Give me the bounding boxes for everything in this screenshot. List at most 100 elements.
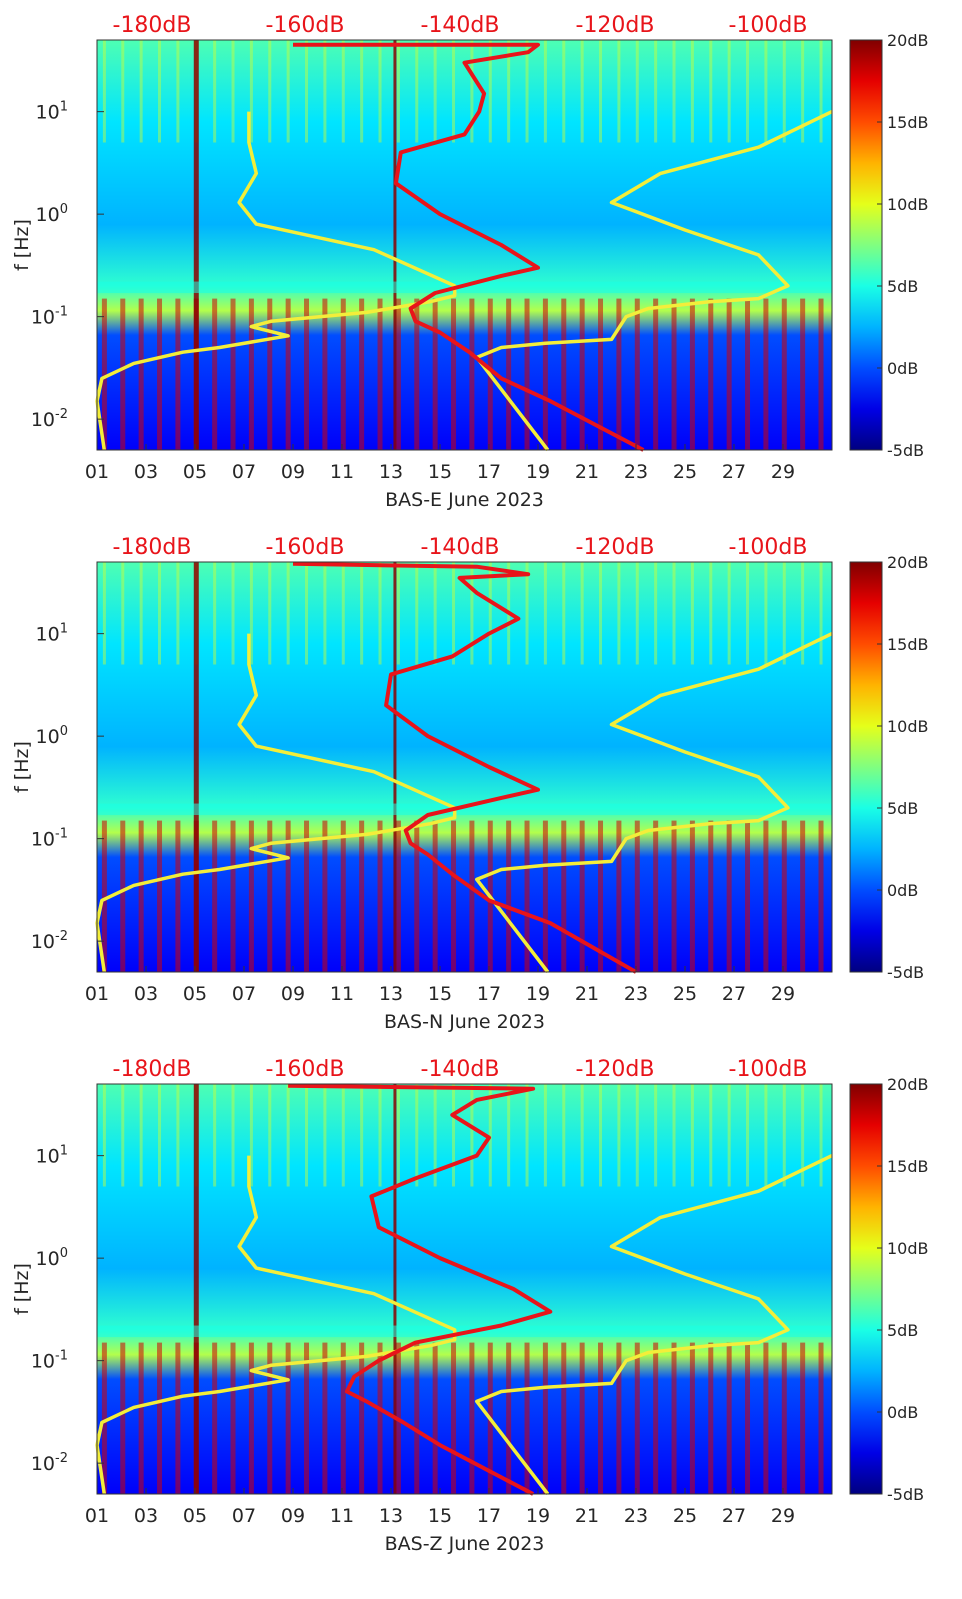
x-tick-label: 11 bbox=[330, 983, 354, 1005]
x-tick-label: 13 bbox=[379, 1505, 403, 1527]
y-axis-label: f [Hz] bbox=[11, 219, 33, 271]
y-tick-label: 100 bbox=[36, 1246, 68, 1270]
x-tick-label: 27 bbox=[722, 1505, 746, 1527]
top-axis-label: -120dB bbox=[576, 1057, 655, 1082]
top-axis-label: -120dB bbox=[576, 535, 655, 560]
dark-band bbox=[193, 1084, 199, 1494]
x-tick-label: 11 bbox=[330, 1505, 354, 1527]
top-axis-label: -100dB bbox=[729, 1057, 808, 1082]
x-tick-label: 21 bbox=[575, 1505, 599, 1527]
top-axis-label: -160dB bbox=[266, 535, 345, 560]
dark-band bbox=[393, 562, 397, 972]
x-tick-label: 19 bbox=[526, 983, 550, 1005]
yellow-curve-right bbox=[475, 110, 833, 452]
y-tick-label: 10-1 bbox=[31, 1349, 68, 1373]
y-tick-label: 10-1 bbox=[31, 305, 68, 329]
yellow-curve bbox=[95, 633, 457, 973]
spectrogram-background bbox=[97, 40, 832, 450]
spectrogram-background bbox=[97, 562, 832, 972]
x-tick-label: 27 bbox=[722, 983, 746, 1005]
top-axis-label: -120dB bbox=[576, 13, 655, 38]
x-tick-label: 15 bbox=[428, 983, 452, 1005]
colorbar-label: 10dB bbox=[887, 717, 929, 736]
y-tick-label: 100 bbox=[36, 202, 68, 226]
colorbar-label: -5dB bbox=[887, 963, 924, 982]
colorbar-label: 0dB bbox=[887, 1403, 918, 1422]
x-tick-label: 21 bbox=[575, 461, 599, 483]
x-tick-label: 05 bbox=[183, 461, 207, 483]
colorbar-label: 20dB bbox=[887, 1075, 929, 1094]
y-axis-label: f [Hz] bbox=[11, 1263, 33, 1315]
colorbar-label: 0dB bbox=[887, 359, 918, 378]
x-axis-label: BAS-N June 2023 bbox=[384, 1011, 545, 1033]
x-tick-label: 25 bbox=[673, 461, 697, 483]
x-tick-label: 05 bbox=[183, 1505, 207, 1527]
colorbar-label: 10dB bbox=[887, 1239, 929, 1258]
x-tick-label: 17 bbox=[477, 1505, 501, 1527]
x-axis-label: BAS-Z June 2023 bbox=[385, 1533, 545, 1555]
top-axis-label: -140dB bbox=[421, 13, 500, 38]
top-axis-label: -180dB bbox=[113, 13, 192, 38]
x-tick-label: 29 bbox=[771, 983, 795, 1005]
x-tick-label: 17 bbox=[477, 461, 501, 483]
x-tick-label: 29 bbox=[771, 1505, 795, 1527]
yellow-curve bbox=[95, 1155, 457, 1495]
x-tick-label: 03 bbox=[134, 461, 158, 483]
y-axis-label: f [Hz] bbox=[11, 741, 33, 793]
y-tick-label: 101 bbox=[36, 100, 68, 124]
x-tick-label: 21 bbox=[575, 983, 599, 1005]
x-tick-label: 07 bbox=[232, 1505, 256, 1527]
x-tick-label: 09 bbox=[281, 1505, 305, 1527]
x-tick-label: 19 bbox=[526, 461, 550, 483]
x-tick-label: 23 bbox=[624, 461, 648, 483]
x-tick-label: 01 bbox=[85, 461, 109, 483]
top-axis-label: -180dB bbox=[113, 1057, 192, 1082]
colorbar bbox=[849, 39, 883, 451]
x-tick-label: 03 bbox=[134, 1505, 158, 1527]
x-tick-label: 25 bbox=[673, 983, 697, 1005]
top-axis-label: -140dB bbox=[421, 1057, 500, 1082]
x-axis-label: BAS-E June 2023 bbox=[385, 489, 544, 511]
colorbar-label: 0dB bbox=[887, 881, 918, 900]
colorbar-label: 15dB bbox=[887, 113, 929, 132]
x-tick-label: 19 bbox=[526, 1505, 550, 1527]
x-tick-label: 07 bbox=[232, 461, 256, 483]
colorbar-label: -5dB bbox=[887, 441, 924, 460]
top-axis-label: -180dB bbox=[113, 535, 192, 560]
x-tick-label: 13 bbox=[379, 983, 403, 1005]
colorbar-label: -5dB bbox=[887, 1485, 924, 1504]
x-tick-label: 01 bbox=[85, 983, 109, 1005]
y-tick-label: 10-2 bbox=[31, 407, 68, 431]
x-tick-label: 09 bbox=[281, 983, 305, 1005]
dark-band bbox=[393, 40, 397, 450]
x-tick-label: 27 bbox=[722, 461, 746, 483]
x-tick-label: 13 bbox=[379, 461, 403, 483]
top-axis-label: -140dB bbox=[421, 535, 500, 560]
x-tick-label: 05 bbox=[183, 983, 207, 1005]
x-tick-label: 29 bbox=[771, 461, 795, 483]
y-tick-label: 100 bbox=[36, 724, 68, 748]
panel-2: 01 03 05 07 09 11 13 15 17 19 21 23 25 27 29 BAS-N June… bbox=[11, 535, 929, 1033]
top-axis-label: -100dB bbox=[729, 535, 808, 560]
x-tick-label: 23 bbox=[624, 1505, 648, 1527]
x-tick-label: 01 bbox=[85, 1505, 109, 1527]
axes-box bbox=[96, 561, 833, 973]
x-tick-label: 07 bbox=[232, 983, 256, 1005]
spectrogram-background bbox=[97, 1084, 832, 1494]
y-tick-label: 10-2 bbox=[31, 929, 68, 953]
colorbar-label: 5dB bbox=[887, 799, 918, 818]
dark-band bbox=[393, 1084, 397, 1494]
x-tick-label: 03 bbox=[134, 983, 158, 1005]
colorbar-label: 15dB bbox=[887, 1157, 929, 1176]
colorbar bbox=[849, 561, 883, 973]
colorbar-label: 20dB bbox=[887, 31, 929, 50]
y-tick-label: 101 bbox=[36, 1144, 68, 1168]
dark-band bbox=[193, 562, 199, 972]
top-axis-label: -160dB bbox=[266, 1057, 345, 1082]
axes-box bbox=[96, 1083, 833, 1495]
colorbar-label: 20dB bbox=[887, 553, 929, 572]
top-axis-label: -160dB bbox=[266, 13, 345, 38]
top-axis-label: -100dB bbox=[729, 13, 808, 38]
panel-1: 01 03 05 07 09 11 13 15 17 19 21 23 25 27 29 BAS-E June… bbox=[11, 13, 929, 511]
